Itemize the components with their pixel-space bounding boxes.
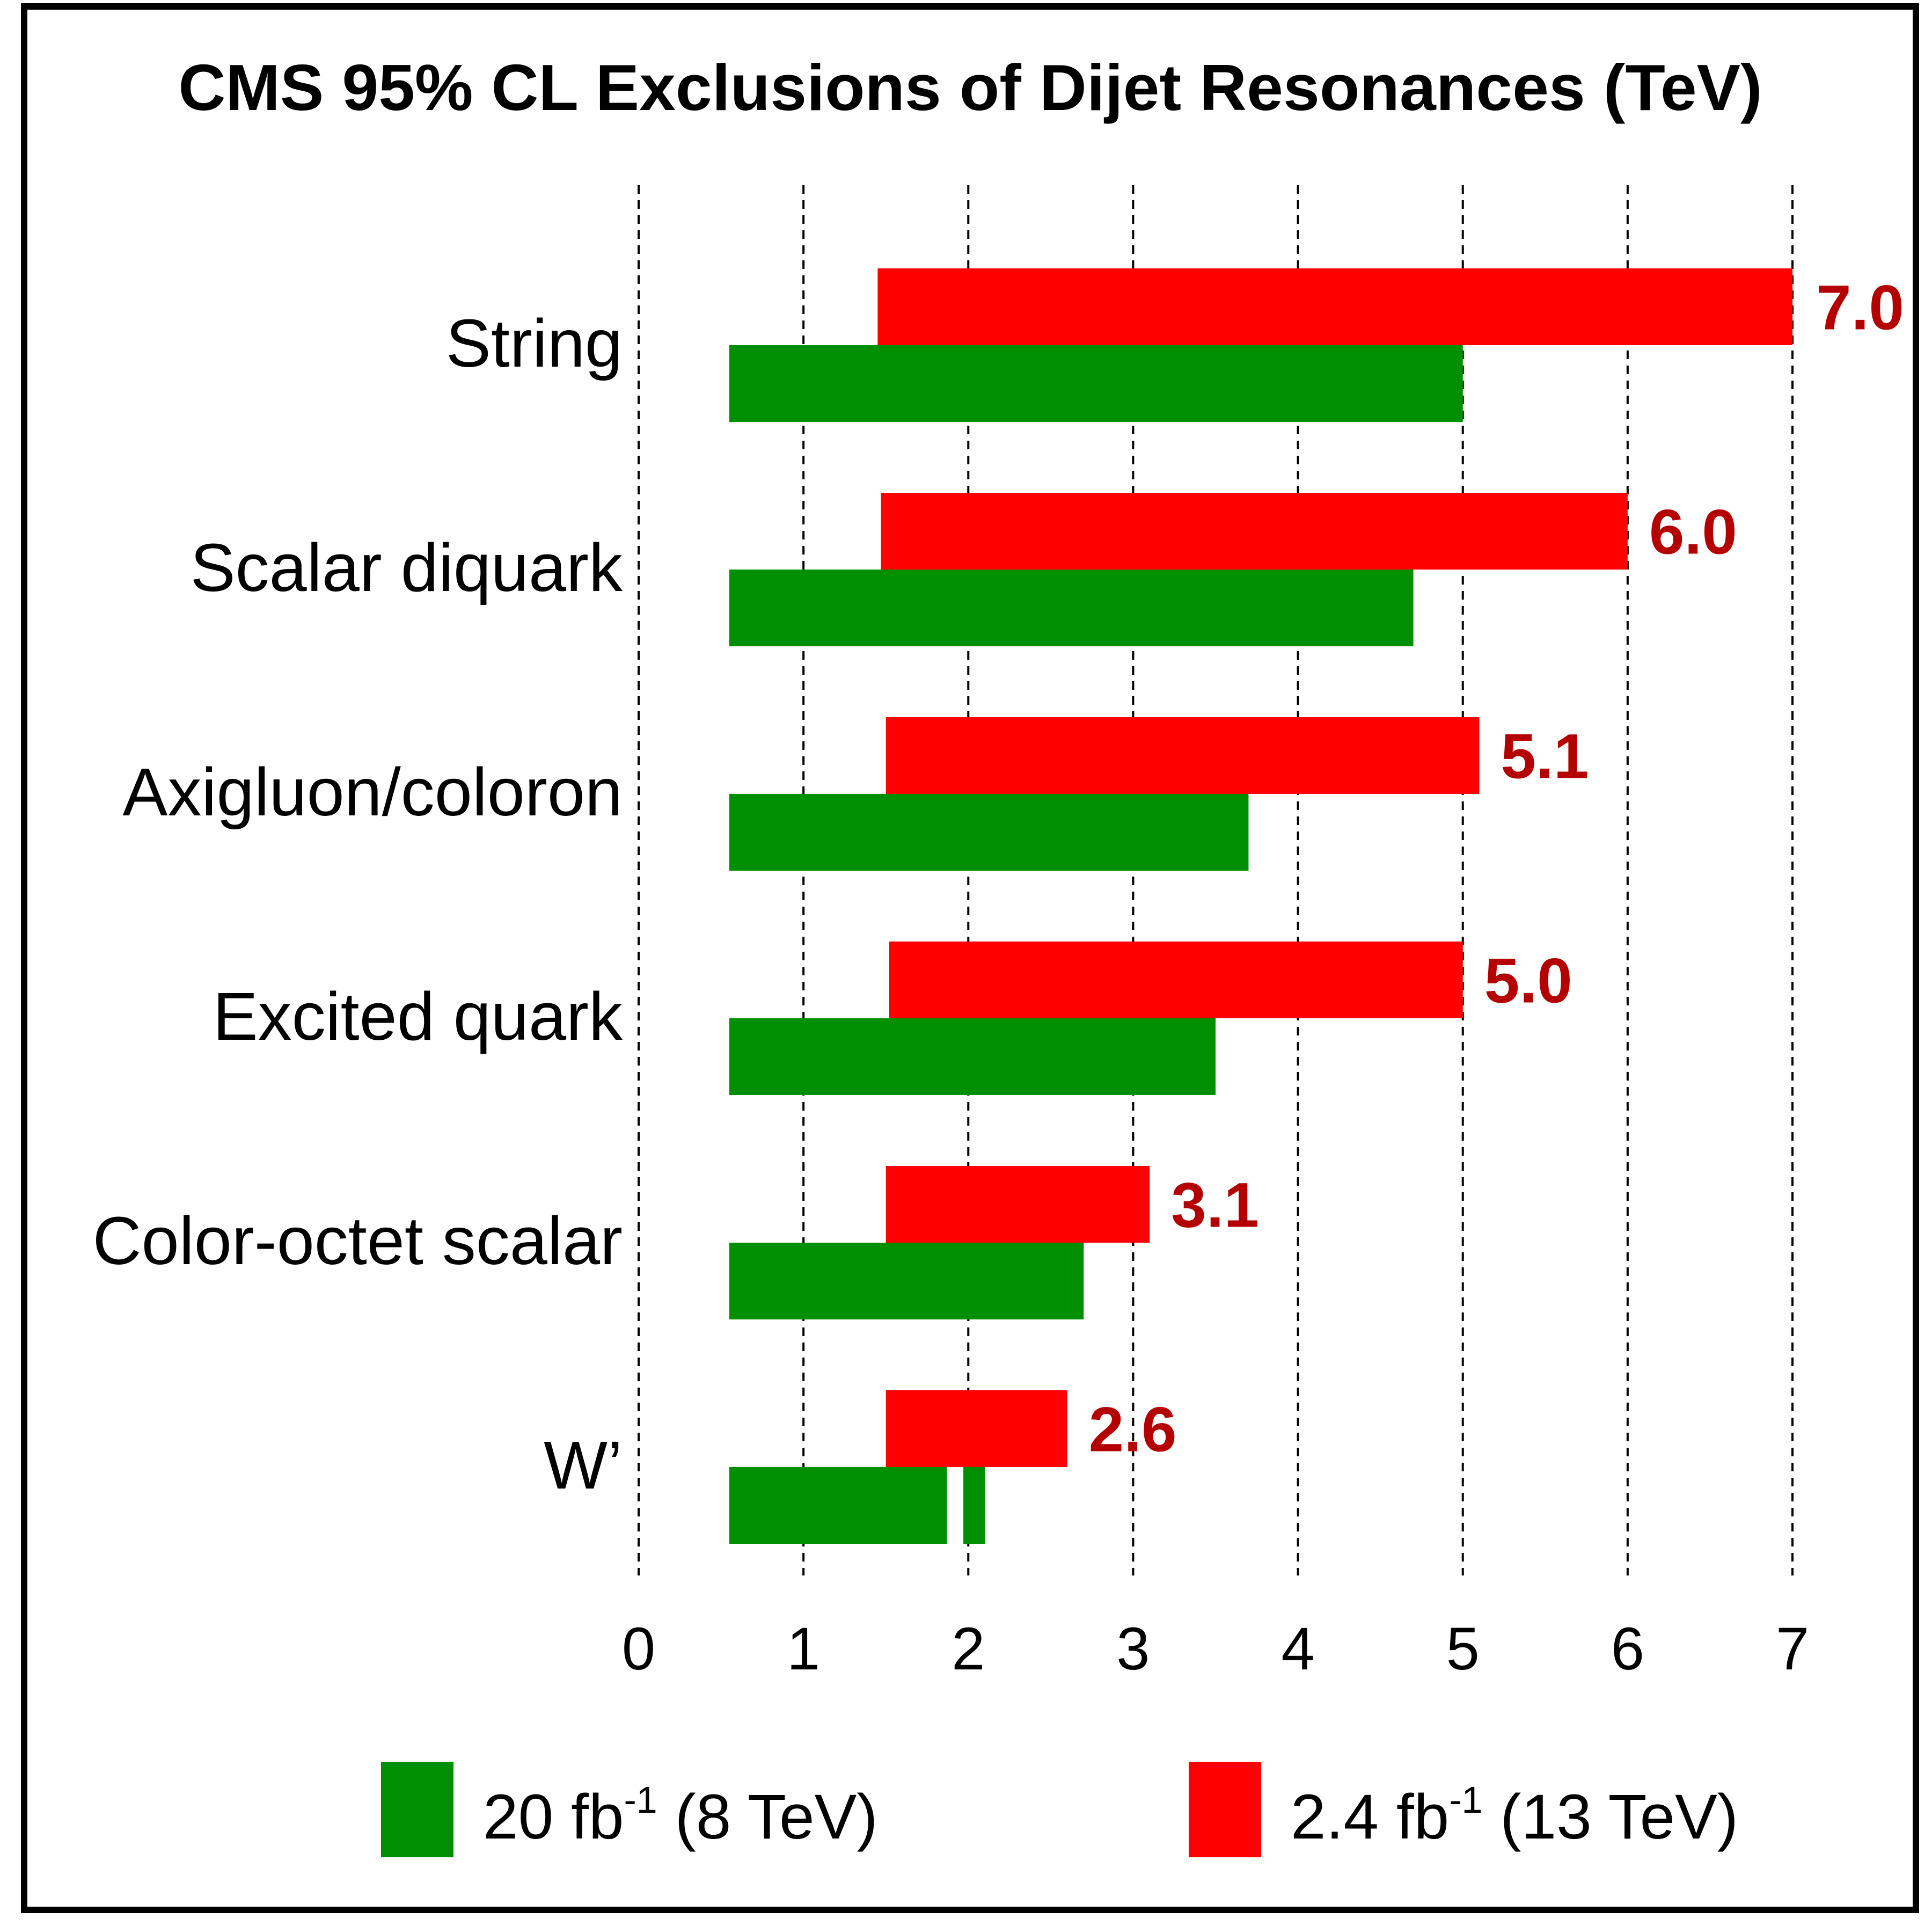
legend: 20 fb-1 (8 TeV) 2.4 fb-1 (13 TeV) — [381, 1762, 1738, 1857]
data-label-13tev-1: 6.0 — [1649, 497, 1737, 568]
x-tick-label-3: 3 — [1116, 1615, 1150, 1682]
bar-8tev-5-a — [729, 1467, 947, 1544]
bar-13tev-0 — [877, 268, 1792, 345]
bar-8tev-5-b — [963, 1467, 985, 1544]
category-label-3: Excited quark — [213, 979, 623, 1054]
bars: 7.0 6.0 5.1 5.0 3.1 2.6 — [729, 268, 1904, 1544]
bar-8tev-4 — [729, 1243, 1084, 1319]
data-label-13tev-4: 3.1 — [1171, 1170, 1259, 1241]
bar-8tev-0 — [729, 345, 1463, 422]
bar-8tev-1 — [729, 570, 1414, 646]
category-label-0: String — [446, 305, 623, 381]
bar-8tev-2 — [729, 794, 1249, 871]
x-tick-label-6: 6 — [1611, 1615, 1644, 1682]
data-label-13tev-2: 5.1 — [1501, 721, 1589, 792]
category-label-5: W’ — [544, 1427, 623, 1503]
bar-13tev-3 — [889, 942, 1463, 1018]
bar-13tev-4 — [885, 1166, 1150, 1243]
category-label-4: Color-octet scalar — [93, 1203, 623, 1279]
x-tick-label-2: 2 — [952, 1615, 985, 1682]
legend-label-8tev: 20 fb-1 (8 TeV) — [483, 1779, 878, 1852]
legend-label-13tev: 2.4 fb-1 (13 TeV) — [1291, 1779, 1738, 1852]
x-tick-labels: 0 1 2 3 4 5 6 7 — [622, 1615, 1809, 1682]
chart-title: CMS 95% CL Exclusions of Dijet Resonance… — [178, 51, 1762, 124]
data-label-13tev-3: 5.0 — [1484, 946, 1572, 1017]
data-label-13tev-0: 7.0 — [1816, 273, 1904, 344]
legend-swatch-8tev — [381, 1762, 453, 1857]
bar-13tev-5 — [885, 1390, 1067, 1467]
category-label-1: Scalar diquark — [191, 530, 623, 605]
x-tick-label-7: 7 — [1776, 1615, 1809, 1682]
data-label-13tev-5: 2.6 — [1089, 1395, 1177, 1465]
category-label-2: Axigluon/coloron — [122, 754, 623, 830]
x-tick-label-5: 5 — [1446, 1615, 1480, 1682]
bar-13tev-1 — [881, 493, 1628, 570]
x-tick-label-0: 0 — [622, 1615, 655, 1682]
legend-swatch-13tev — [1189, 1762, 1261, 1857]
bar-8tev-3 — [729, 1018, 1216, 1095]
x-tick-label-4: 4 — [1281, 1615, 1314, 1682]
x-tick-label-1: 1 — [787, 1615, 820, 1682]
category-labels: String Scalar diquark Axigluon/coloron Exci… — [93, 305, 623, 1503]
bar-13tev-2 — [885, 717, 1480, 794]
